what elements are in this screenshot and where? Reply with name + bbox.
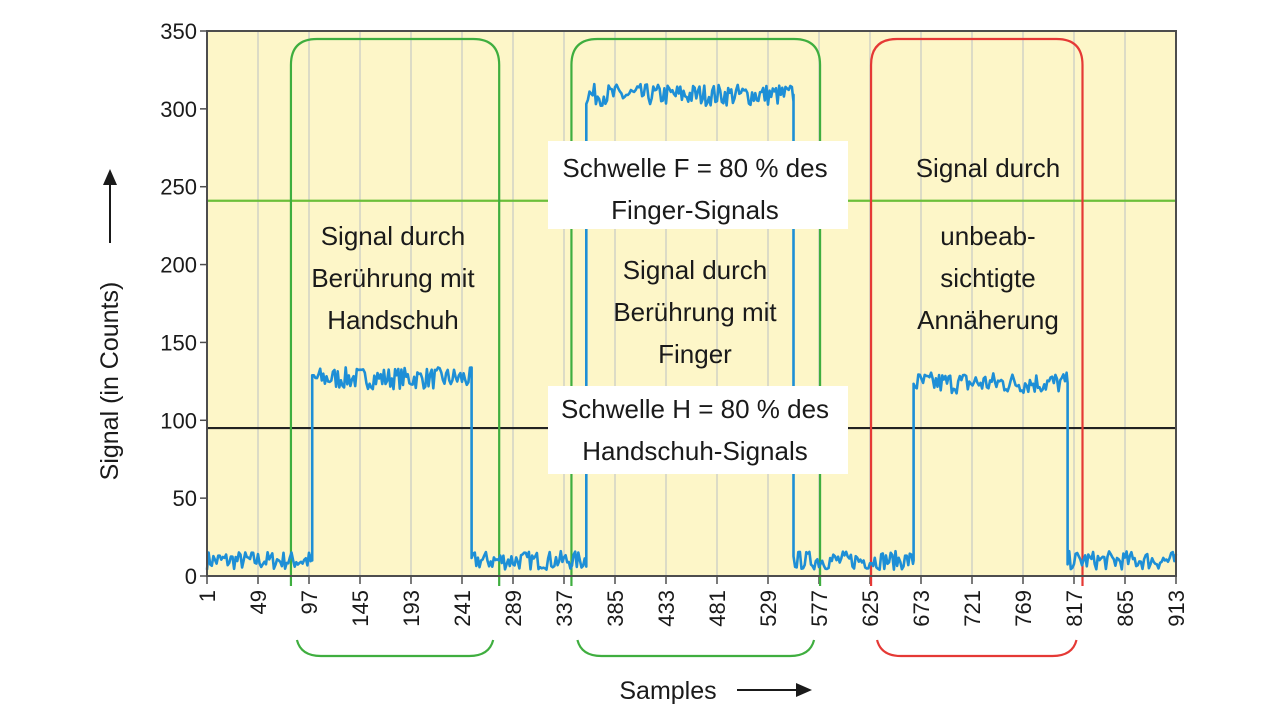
threshold-h-label: Schwelle H = 80 % des [561, 394, 829, 424]
x-tick-label: 289 [501, 590, 526, 627]
approach-region-label: Signal durch [916, 153, 1061, 183]
x-tick-labels: 1 49 97 145 193 241 289 337 385 433 481 529 577 625 67… [195, 590, 1189, 627]
plot-frame [206, 30, 1177, 577]
threshold-f-label: Schwelle F = 80 % des [562, 153, 827, 183]
finger-region-label: Signal durch [623, 255, 768, 285]
y-axis-title: Signal (in Counts) [96, 282, 124, 481]
threshold-f-label: Finger-Signals [611, 195, 779, 225]
x-tick-label: 721 [960, 590, 985, 627]
finger-region-label: Finger [658, 339, 732, 369]
glove-region-label: Berührung mit [311, 263, 475, 293]
region-bracket [869, 37, 1084, 586]
region-brace [875, 639, 1078, 658]
x-tick-label: 49 [246, 590, 271, 614]
x-tick-label: 625 [858, 590, 883, 627]
region-brace [295, 639, 495, 658]
axis-titles: Samples Signal (in Counts) [96, 169, 812, 705]
y-tick-labels: 0 50 100 150 200 250 300 350 [160, 19, 197, 589]
y-axis-arrowhead [103, 169, 117, 185]
x-tick-label: 193 [399, 590, 424, 627]
label-backdrop [548, 141, 848, 229]
region-brace [576, 639, 816, 658]
x-tick-label: 433 [654, 590, 679, 627]
y-tick-label: 150 [160, 330, 197, 355]
x-tick-label: 481 [705, 590, 730, 627]
label-backdrop [548, 386, 848, 474]
highlight-regions [289, 37, 1084, 658]
approach-region-label: sichtigte [940, 263, 1035, 293]
x-tick-label: 769 [1011, 590, 1036, 627]
plot-background [207, 31, 1176, 576]
annotations: Schwelle F = 80 % des Finger-Signals Schwe… [311, 141, 1060, 474]
threshold-h-label: Handschuh-Signals [582, 436, 807, 466]
y-tick-label: 200 [160, 253, 197, 278]
x-tick-label: 577 [807, 590, 832, 627]
x-axis-arrowhead [796, 683, 812, 697]
y-tick-label: 50 [173, 486, 197, 511]
x-tick-label: 817 [1062, 590, 1087, 627]
x-tick-label: 913 [1164, 590, 1189, 627]
region-bracket [289, 37, 501, 586]
x-axis-title: Samples [619, 677, 716, 705]
x-tick-label: 865 [1113, 590, 1138, 627]
finger-region-label: Berührung mit [613, 297, 777, 327]
y-tick-label: 300 [160, 97, 197, 122]
approach-region-label: unbeab- [940, 221, 1035, 251]
signal-series [205, 82, 1178, 571]
glove-region-label: Handschuh [327, 305, 459, 335]
x-tick-label: 97 [297, 590, 322, 614]
threshold-lines [207, 199, 1176, 430]
x-tick-label: 673 [909, 590, 934, 627]
x-tick-label: 337 [552, 590, 577, 627]
signal-line [205, 82, 1178, 571]
y-tick-label: 250 [160, 175, 197, 200]
region-bracket [570, 37, 822, 586]
y-tick-label: 0 [185, 564, 197, 589]
vertical-gridlines [200, 30, 1177, 584]
x-tick-label: 241 [450, 590, 475, 627]
y-tick-label: 100 [160, 408, 197, 433]
x-tick-label: 1 [195, 590, 220, 602]
x-tick-label: 529 [756, 590, 781, 627]
x-tick-label: 385 [603, 590, 628, 627]
y-tick-label: 350 [160, 19, 197, 44]
approach-region-label: Annäherung [917, 305, 1059, 335]
glove-region-label: Signal durch [321, 221, 466, 251]
x-tick-label: 145 [348, 590, 373, 627]
